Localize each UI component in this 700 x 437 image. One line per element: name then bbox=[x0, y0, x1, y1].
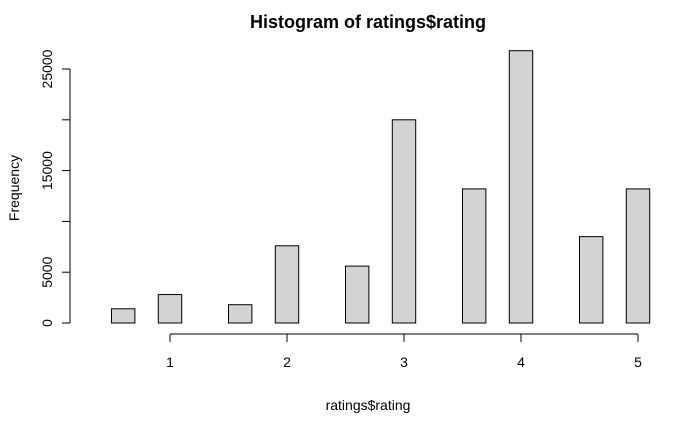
histogram-bar-4 bbox=[274, 245, 300, 324]
y-tick-label-0: 0 bbox=[39, 319, 55, 327]
x-tick-label-3: 3 bbox=[400, 354, 408, 370]
histogram-bar-2 bbox=[157, 294, 183, 324]
y-axis: 0 5000 15000 25000 bbox=[39, 49, 71, 327]
histogram-bar-10 bbox=[625, 188, 651, 324]
y-tick-label-15000: 15000 bbox=[39, 151, 55, 190]
y-tick-label-25000: 25000 bbox=[39, 49, 55, 88]
x-tick-label-2: 2 bbox=[283, 354, 291, 370]
y-axis-label: Frequency bbox=[6, 155, 22, 221]
y-tick-label-5000: 5000 bbox=[39, 256, 55, 287]
x-axis: 1 2 3 4 5 bbox=[166, 333, 642, 370]
histogram-bars bbox=[111, 50, 651, 324]
histogram-bar-7 bbox=[462, 188, 487, 324]
x-axis-label: ratings$rating bbox=[326, 397, 411, 413]
histogram-bar-1 bbox=[111, 308, 136, 324]
histogram-bar-9 bbox=[579, 236, 604, 324]
x-tick-label-5: 5 bbox=[634, 354, 642, 370]
chart-title: Histogram of ratings$rating bbox=[250, 12, 486, 32]
histogram-bar-8 bbox=[508, 50, 534, 324]
histogram-bar-3 bbox=[228, 304, 253, 324]
histogram-bar-6 bbox=[391, 119, 417, 324]
x-tick-label-4: 4 bbox=[517, 354, 525, 370]
histogram-bar-5 bbox=[345, 265, 370, 324]
x-tick-label-1: 1 bbox=[166, 354, 174, 370]
